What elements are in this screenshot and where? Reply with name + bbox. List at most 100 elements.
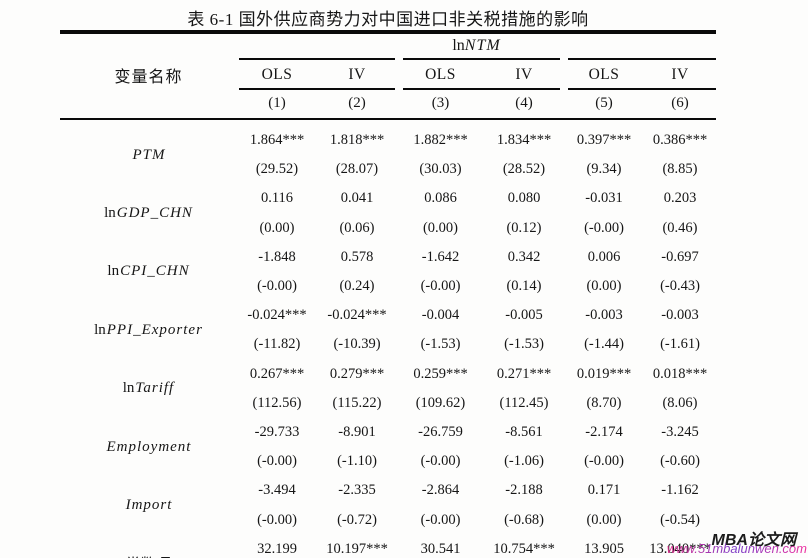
- tstat-cell: (-1.44): [584, 336, 624, 353]
- tstat-cell: (-1.10): [337, 453, 377, 470]
- model-number-4: (4): [515, 95, 533, 111]
- tstat-cell: (-0.00): [420, 278, 461, 295]
- watermark-site-name: MBA论文网: [712, 526, 796, 550]
- row-label-name: CPI_CHN: [120, 263, 190, 280]
- row-values: -0.024*** -0.024*** -0.004 -0.005 -0.003…: [237, 301, 716, 359]
- row-label: PTM: [60, 126, 237, 184]
- tstat-cell: (115.22): [332, 394, 382, 411]
- coef-cell: 0.271***: [496, 365, 552, 382]
- coef-cell: 0.267***: [249, 365, 305, 382]
- coef-cell: 0.397***: [576, 132, 632, 149]
- header-bottom-border: [60, 118, 716, 120]
- row-values: 32.199 10.197*** 30.541 10.754*** 13.905…: [237, 535, 716, 558]
- coef-cell: 13.905: [584, 540, 624, 557]
- coef-cell: -3.245: [661, 424, 699, 441]
- row-label-name: PTM: [132, 146, 166, 163]
- row-label-prefix: ln: [104, 205, 116, 222]
- model-number-3: (3): [431, 95, 450, 111]
- method-underline-seg2: [403, 88, 560, 90]
- tstat-cell: (-0.00): [257, 511, 297, 528]
- coef-cell: 0.041: [340, 190, 374, 207]
- method-underline-seg3: [568, 88, 716, 90]
- coef-cell: -2.174: [585, 424, 623, 441]
- tstat-cell: (-0.00): [257, 278, 297, 295]
- tstat-cell: (-0.72): [337, 511, 377, 528]
- table-row-lngdp-chn: ln GDP_CHN 0.116 0.041 0.086 0.080 -0.031…: [60, 184, 716, 242]
- dep-var-name: NTM: [464, 36, 501, 54]
- method-underline-seg1: [239, 88, 395, 90]
- coef-cell: -2.335: [338, 482, 376, 499]
- table-row-lnppi-exporter: ln PPI_Exporter -0.024*** -0.024*** -0.00…: [60, 301, 716, 359]
- table-row-employment: Employment -29.733 -8.901 -26.759 -8.561…: [60, 418, 716, 476]
- coef-cell: 0.086: [424, 190, 457, 207]
- coef-cell: -0.003: [585, 307, 623, 324]
- dep-underline-seg1: [239, 58, 395, 61]
- table-body: PTM 1.864*** 1.818*** 1.882*** 1.834*** …: [60, 126, 716, 558]
- row-label: ln PPI_Exporter: [60, 301, 237, 359]
- coef-cell: 0.203: [663, 190, 697, 207]
- coef-cell: -0.003: [661, 307, 699, 324]
- row-values: -3.494 -2.335 -2.864 -2.188 0.171 -1.162…: [237, 476, 716, 534]
- coef-cell: -1.162: [661, 482, 699, 499]
- dep-underline-seg3: [568, 58, 716, 61]
- coef-cell: 13.040***: [644, 535, 716, 558]
- coef-cell: 0.019***: [576, 365, 632, 382]
- row-label: ln Tariff: [60, 360, 237, 418]
- tstat-cell: (29.52): [255, 161, 299, 178]
- coef-cell: 32.199: [257, 540, 297, 557]
- row-label-name: GDP_CHN: [116, 205, 193, 222]
- coef-cell: 0.116: [260, 190, 294, 207]
- tstat-cell: (0.06): [339, 219, 375, 236]
- row-values: -1.848 0.578 -1.642 0.342 0.006 -0.697 (…: [237, 243, 716, 301]
- coef-cell: 0.018***: [652, 365, 708, 382]
- tstat-cell: (-0.00): [420, 511, 461, 528]
- model-number-5: (5): [595, 95, 613, 111]
- coef-cell: 0.578: [340, 248, 374, 265]
- coef-cell: 0.279***: [329, 365, 385, 382]
- coef-cell: 0.342: [507, 248, 541, 265]
- method-header-3: OLS: [425, 65, 456, 83]
- tstat-cell: (9.34): [586, 161, 622, 178]
- tstat-cell: (-0.00): [584, 219, 624, 236]
- tstat-cell: (-10.39): [333, 336, 381, 353]
- method-header-1: OLS: [261, 65, 293, 83]
- row-label-name: Tariff: [135, 380, 175, 397]
- coef-cell: -1.642: [421, 248, 460, 265]
- row-label-prefix: ln: [107, 263, 120, 280]
- row-values: 1.864*** 1.818*** 1.882*** 1.834*** 0.39…: [237, 126, 716, 184]
- row-values: 0.267*** 0.279*** 0.259*** 0.271*** 0.01…: [237, 360, 716, 418]
- dep-underline-seg2: [403, 58, 560, 61]
- tstat-cell: (-0.54): [660, 511, 700, 528]
- tstat-cell: (0.00): [586, 278, 622, 295]
- tstat-cell: (-1.61): [660, 336, 700, 353]
- method-header-2: IV: [348, 65, 366, 83]
- coef-cell: -0.024***: [247, 307, 307, 324]
- coef-cell: -2.188: [505, 482, 543, 499]
- model-number-1: (1): [268, 95, 286, 111]
- model-number-row: (1) (2) (3) (4) (5) (6): [60, 90, 716, 117]
- coef-cell: -0.005: [505, 307, 543, 324]
- row-label: 常数项: [60, 535, 237, 558]
- method-header-4: IV: [515, 65, 533, 83]
- row-label: ln GDP_CHN: [60, 184, 237, 242]
- tstat-cell: (-0.68): [504, 511, 544, 528]
- tstat-cell: (-0.00): [584, 453, 624, 470]
- row-label-prefix: 常数项: [125, 553, 170, 558]
- table-title: 表 6-1 国外供应商势力对中国进口非关税措施的影响: [187, 10, 589, 29]
- coef-cell: 0.259***: [413, 365, 468, 382]
- model-number-2: (2): [348, 95, 366, 111]
- tstat-cell: (-1.53): [504, 336, 544, 353]
- method-header-row: 变量名称 OLS IV OLS IV OLS IV: [60, 61, 716, 88]
- tstat-cell: (-11.82): [253, 336, 301, 353]
- coef-cell: 1.834***: [496, 132, 552, 149]
- tstat-cell: (0.00): [259, 219, 295, 236]
- tstat-cell: (8.85): [662, 161, 698, 178]
- coef-cell: 1.882***: [413, 132, 468, 149]
- coef-cell: -29.733: [254, 424, 300, 441]
- tstat-cell: (0.46): [662, 219, 698, 236]
- coef-cell: -0.031: [585, 190, 623, 207]
- tstat-cell: (0.12): [506, 219, 542, 236]
- row-label: Employment: [60, 418, 237, 476]
- row-label-name: Import: [125, 497, 173, 514]
